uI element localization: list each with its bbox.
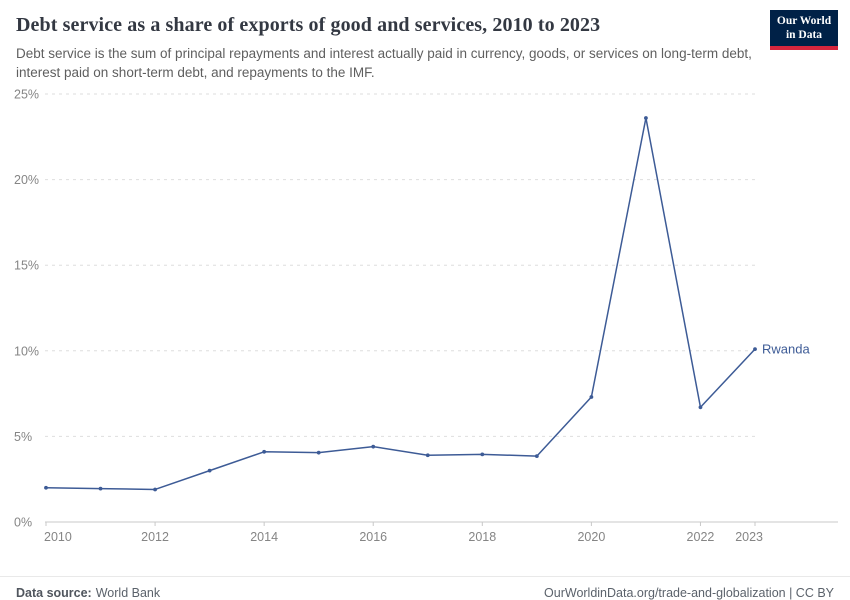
y-tick-label: 15% [14, 259, 39, 273]
point-marker [44, 486, 48, 490]
owid-logo-box: Our World in Data [770, 10, 838, 46]
point-marker [98, 487, 103, 491]
x-tick-label: 2010 [44, 530, 72, 544]
chart-title: Debt service as a share of exports of go… [16, 14, 601, 36]
y-tick-label: 25% [14, 88, 39, 102]
x-tick-label: 2023 [735, 530, 763, 544]
point-marker [589, 395, 594, 400]
point-marker [207, 469, 212, 473]
point-marker [153, 487, 157, 492]
x-tick-label: 2012 [141, 530, 169, 544]
owid-logo-accent-bar [770, 46, 838, 50]
point-marker [425, 453, 430, 458]
x-tick-label: 2014 [250, 530, 278, 544]
x-tick-label: 2020 [577, 530, 605, 544]
point-marker [644, 116, 648, 121]
point-marker [534, 454, 539, 459]
x-tick-label: 2018 [468, 530, 496, 544]
y-tick-label: 10% [14, 345, 39, 359]
data-source-value: World Bank [95, 586, 161, 600]
chart-header: Debt service as a share of exports of go… [0, 0, 850, 82]
owid-logo-line2: in Data [785, 29, 823, 41]
owid-logo[interactable]: Our World in Data [770, 10, 838, 50]
data-source-label: Data source: [16, 586, 92, 600]
point-marker [262, 450, 267, 455]
data-line [45, 117, 756, 491]
x-tick-label: 2022 [687, 530, 715, 544]
chart-area[interactable]: 0% 5% 10% 15% 20% 25% 2010 2012 2014 2016 2018 2020… [0, 82, 850, 552]
point-marker [316, 451, 321, 455]
owid-logo-line1: Our World [776, 14, 832, 27]
chart-footer: Data source: World Bank OurWorldinData.or… [0, 576, 850, 600]
point-marker [480, 452, 485, 457]
series-label: Rwanda [762, 342, 810, 357]
point-marker [371, 445, 376, 449]
x-tick-label: 2016 [359, 530, 387, 544]
data-source: Data source: World Bank [16, 586, 160, 600]
y-tick-label: 0% [14, 516, 32, 530]
chart-subtitle: Debt service is the sum of principal rep… [16, 46, 752, 81]
point-marker [753, 347, 757, 352]
y-tick-label: 20% [14, 173, 39, 187]
point-marker [698, 405, 703, 410]
y-tick-label: 5% [14, 430, 32, 444]
footer-credit-link[interactable]: OurWorldinData.org/trade-and-globalizati… [544, 586, 834, 600]
line-chart[interactable]: 0% 5% 10% 15% 20% 25% 2010 2012 2014 2016 2018 2020… [0, 82, 850, 552]
